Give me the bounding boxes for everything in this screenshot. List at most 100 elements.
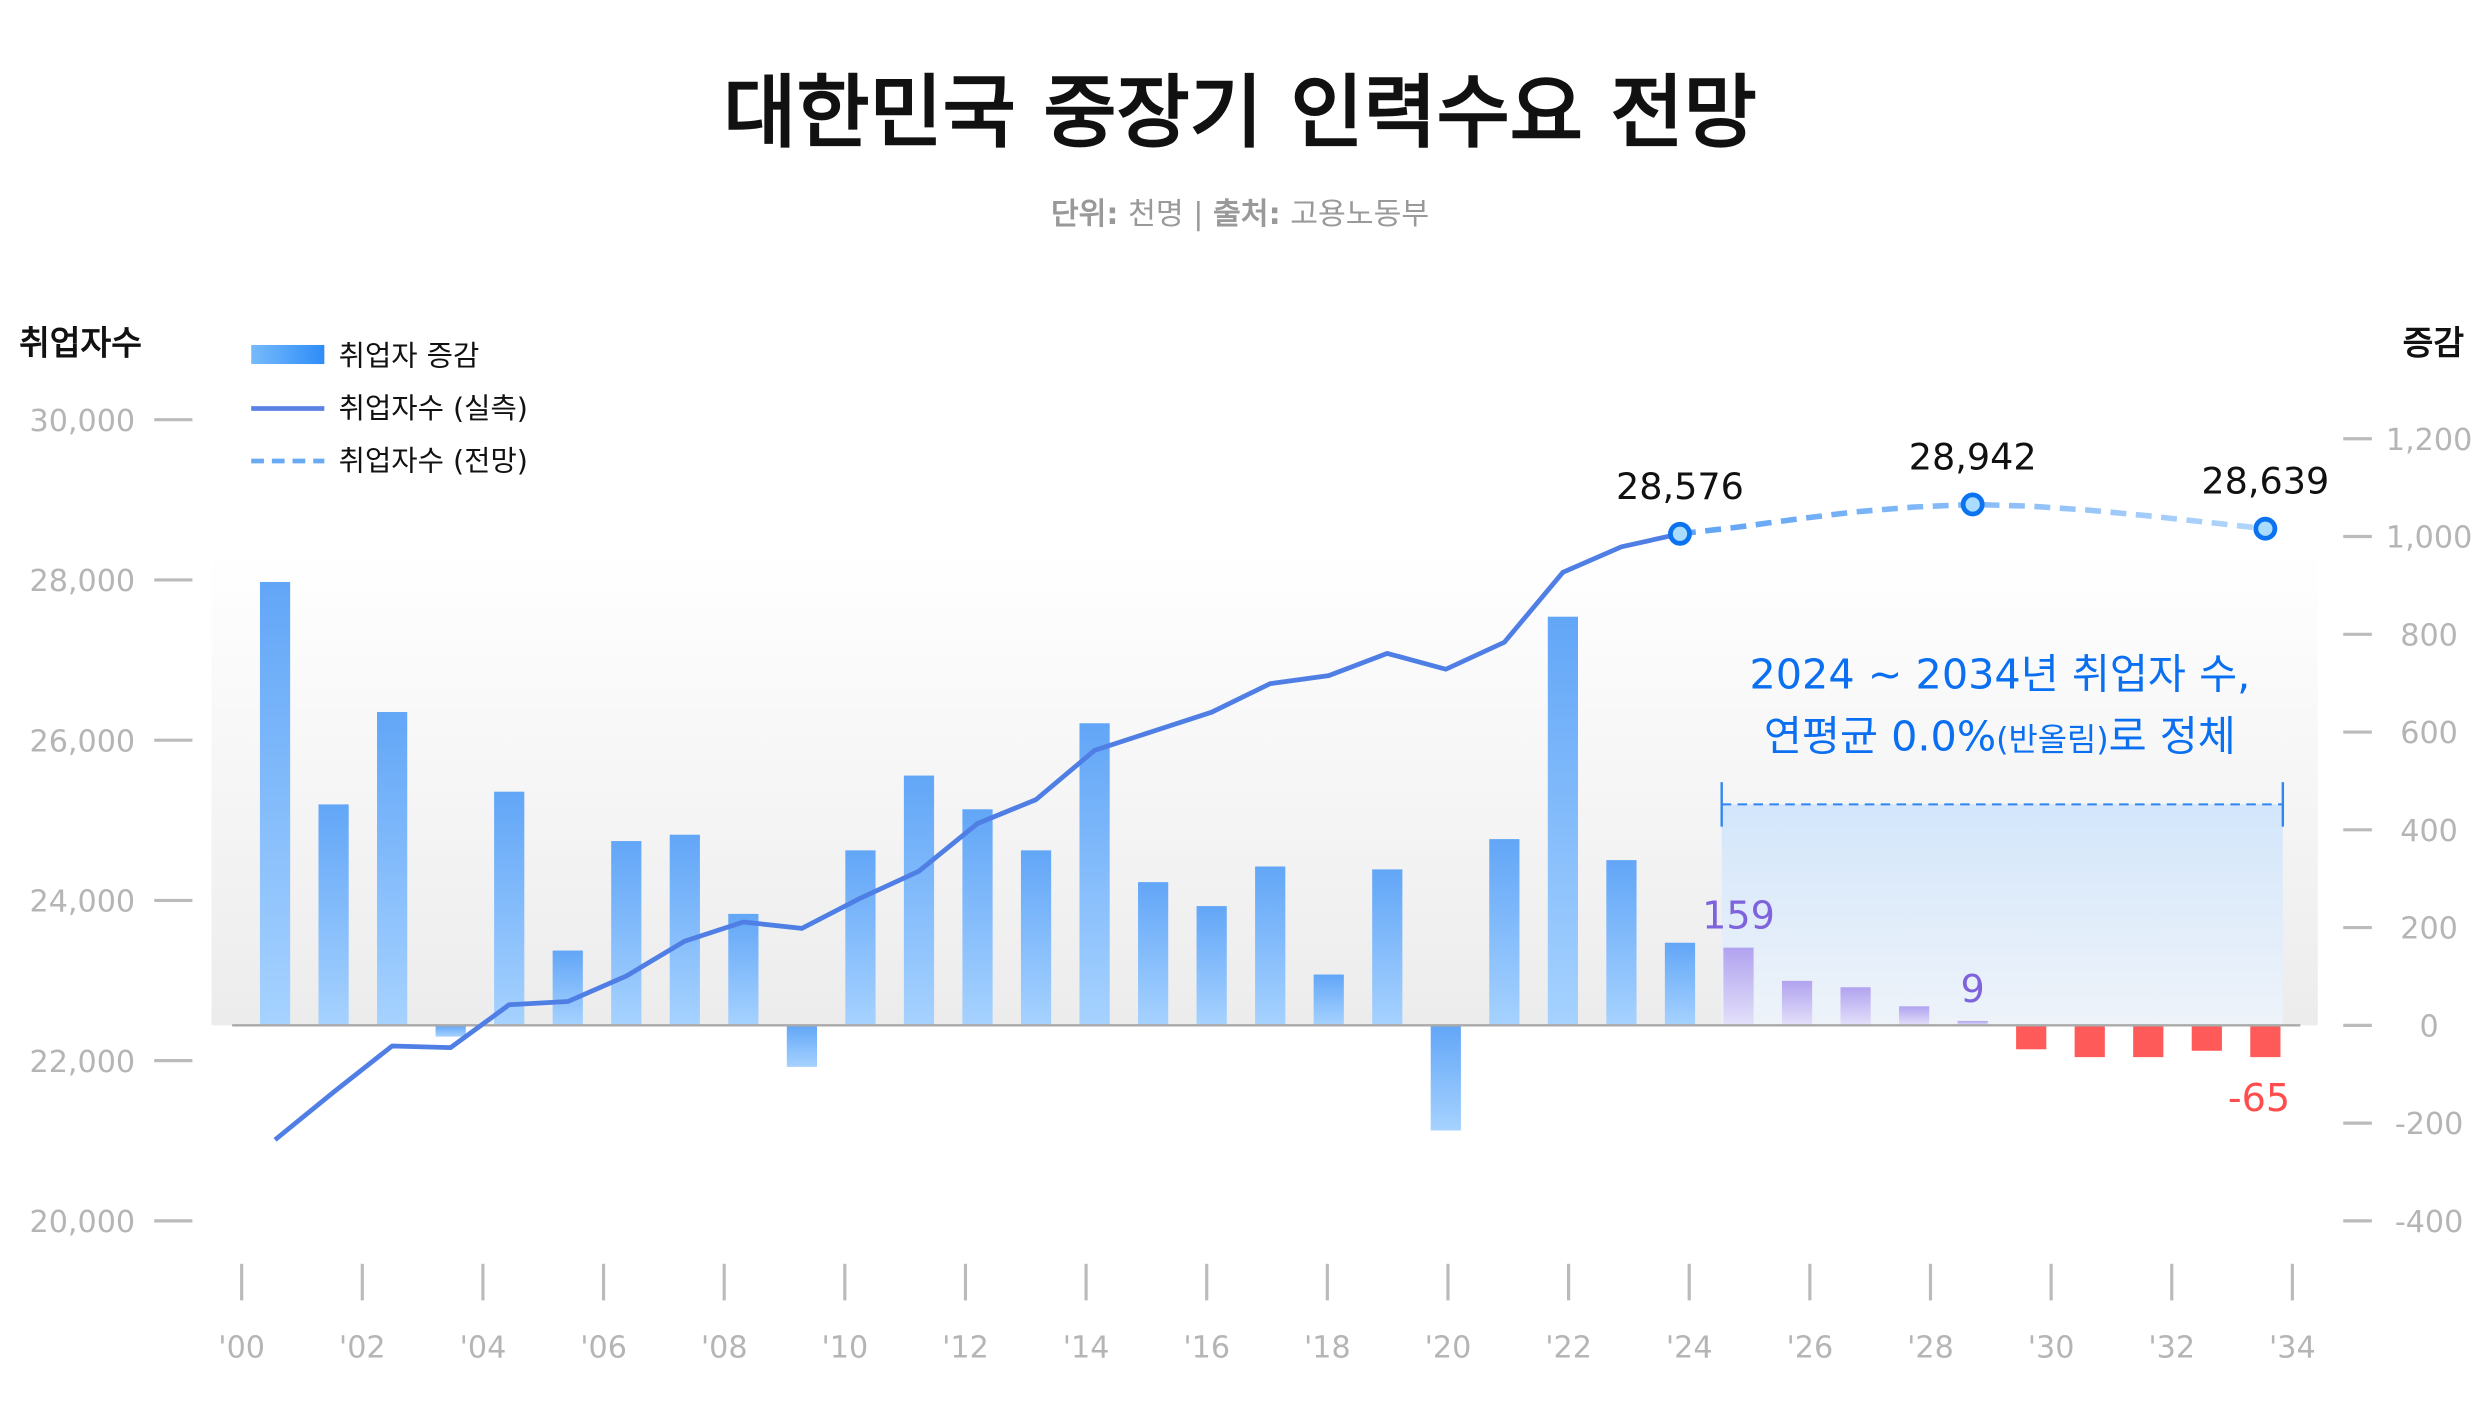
annotation-rate: 연평균 0.0% [1764,712,1996,760]
bar-2032 [2133,1025,2164,1058]
point-label-2024: 28,576 [1616,465,1744,508]
y-right-tick-label: 800 [2400,618,2458,653]
y-left-tick-label: 26,000 [30,724,136,759]
x-tick-label: '00 [218,1331,265,1366]
bar-2004 [494,791,525,1026]
annotation: 2024 ~ 2034년 취업자 수, 연평균 0.0%(반올림)로 정체 [1749,650,2250,760]
y-left-tick-label: 22,000 [30,1045,136,1080]
annotation-rounding: (반올림) [1996,721,2109,758]
bar-2001 [318,804,349,1026]
bar-2026 [1781,980,1813,1026]
y-right-tick-label: 1,200 [2386,423,2472,458]
legend-label-line: 취업자수 (실측) [339,391,528,425]
annotation-line2: 연평균 0.0%(반올림)로 정체 [1764,712,2236,760]
unit-label: 단위: [1051,197,1119,232]
x-tick-label: '08 [701,1331,748,1366]
point-marker-2024 [1668,521,1692,546]
legend: 취업자 증감 취업자수 (실측) 취업자수 (전망) [251,339,528,478]
x-tick-label: '06 [580,1331,627,1366]
bar-2019 [1372,869,1403,1026]
bar-2005 [552,950,583,1026]
subtitle-separator: | [1193,197,1203,232]
bar-2010 [845,850,876,1026]
bar-2013 [1020,850,1052,1026]
bar-2027 [1840,987,1871,1026]
x-tick-label: '02 [339,1331,386,1366]
y-left-tick-label: 24,000 [30,885,136,920]
y-left-tick-label: 30,000 [30,404,136,439]
bar-2012 [962,809,993,1026]
x-tick-label: '12 [942,1331,989,1366]
bar-label-2025: 159 [1702,894,1775,938]
y-right-tick-label: 400 [2400,814,2458,849]
x-tick-label: '14 [1063,1331,1110,1366]
bar-2003 [435,1025,466,1037]
bar-label-2034: -65 [2228,1076,2290,1120]
point-label-2029: 28,942 [1909,435,2037,478]
unit-value: 천명 [1128,197,1184,232]
point-marker-2029 [1960,492,1985,517]
bar-2030 [2016,1025,2047,1050]
y-left-tick-label: 20,000 [30,1205,136,1240]
bar-2018 [1313,974,1344,1026]
bar-2008 [728,913,759,1026]
line-actual [273,531,1681,1142]
bar-label-2029: 9 [1961,967,1985,1011]
source-value: 고용노동부 [1290,197,1429,232]
x-tick-label: '10 [821,1331,868,1366]
x-tick-label: '16 [1183,1331,1230,1366]
bar-2028 [1899,1006,1930,1026]
legend-label-dashed: 취업자수 (전망) [339,444,528,478]
bar-2016 [1196,906,1227,1026]
annotation-stagnation: 로 정체 [2109,712,2236,760]
bar-2007 [669,834,700,1026]
bar-2020 [1430,1025,1461,1131]
bar-2031 [2074,1025,2105,1058]
y-left-tick-label: 28,000 [30,564,136,599]
bar-2011 [903,775,935,1026]
x-tick-label: '26 [1787,1331,1834,1366]
legend-label-bar: 취업자 증감 [339,339,480,373]
x-tick-label: '20 [1425,1331,1472,1366]
x-tick-label: '34 [2269,1331,2316,1366]
y-right-tick-label: 1,000 [2386,521,2472,556]
bar-2024 [1664,942,1696,1026]
forecast-highlight-area [1721,804,2283,1026]
bar-2002 [377,712,408,1026]
bar-2014 [1079,723,1110,1026]
x-tick-label: '22 [1545,1331,1592,1366]
annotation-line1: 2024 ~ 2034년 취업자 수, [1749,650,2250,698]
bar-2034 [2250,1025,2281,1058]
bar-2029 [1957,1020,1988,1026]
y-axis-right-label: 증감 [2403,324,2465,363]
chart-title: 대한민국 중장기 인력수요 전망 [723,66,1756,159]
x-tick-label: '24 [1666,1331,1713,1366]
y-right-tick-label: -200 [2395,1107,2464,1142]
bar-2021 [1489,839,1520,1026]
bar-2023 [1606,860,1637,1026]
bar-2022 [1547,616,1578,1026]
source-label: 출처: [1213,197,1281,232]
y-right-tick-label: -400 [2395,1205,2464,1240]
x-tick-label: '18 [1304,1331,1351,1366]
legend-swatch-bar [251,344,325,365]
y-axis-left-label: 취업자수 [19,324,142,363]
point-marker-2034 [2253,516,2278,541]
bar-2033 [2191,1025,2222,1051]
bar-2000 [259,581,291,1026]
bar-2009 [786,1025,818,1067]
bar-2015 [1138,882,1169,1026]
bar-2017 [1255,866,1286,1026]
x-tick-label: '30 [2028,1331,2075,1366]
bar-2006 [611,841,642,1026]
x-tick-label: '32 [2148,1331,2195,1366]
y-right-tick-label: 0 [2419,1009,2438,1044]
y-right-tick-label: 600 [2400,716,2458,751]
x-tick-label: '04 [460,1331,507,1366]
y-right-tick-label: 200 [2400,912,2458,947]
point-label-2034: 28,639 [2201,460,2329,503]
bar-2025 [1723,947,1754,1026]
chart-subtitle: 단위: 천명 | 출처: 고용노동부 [1051,197,1429,232]
x-tick-label: '28 [1907,1331,1954,1366]
